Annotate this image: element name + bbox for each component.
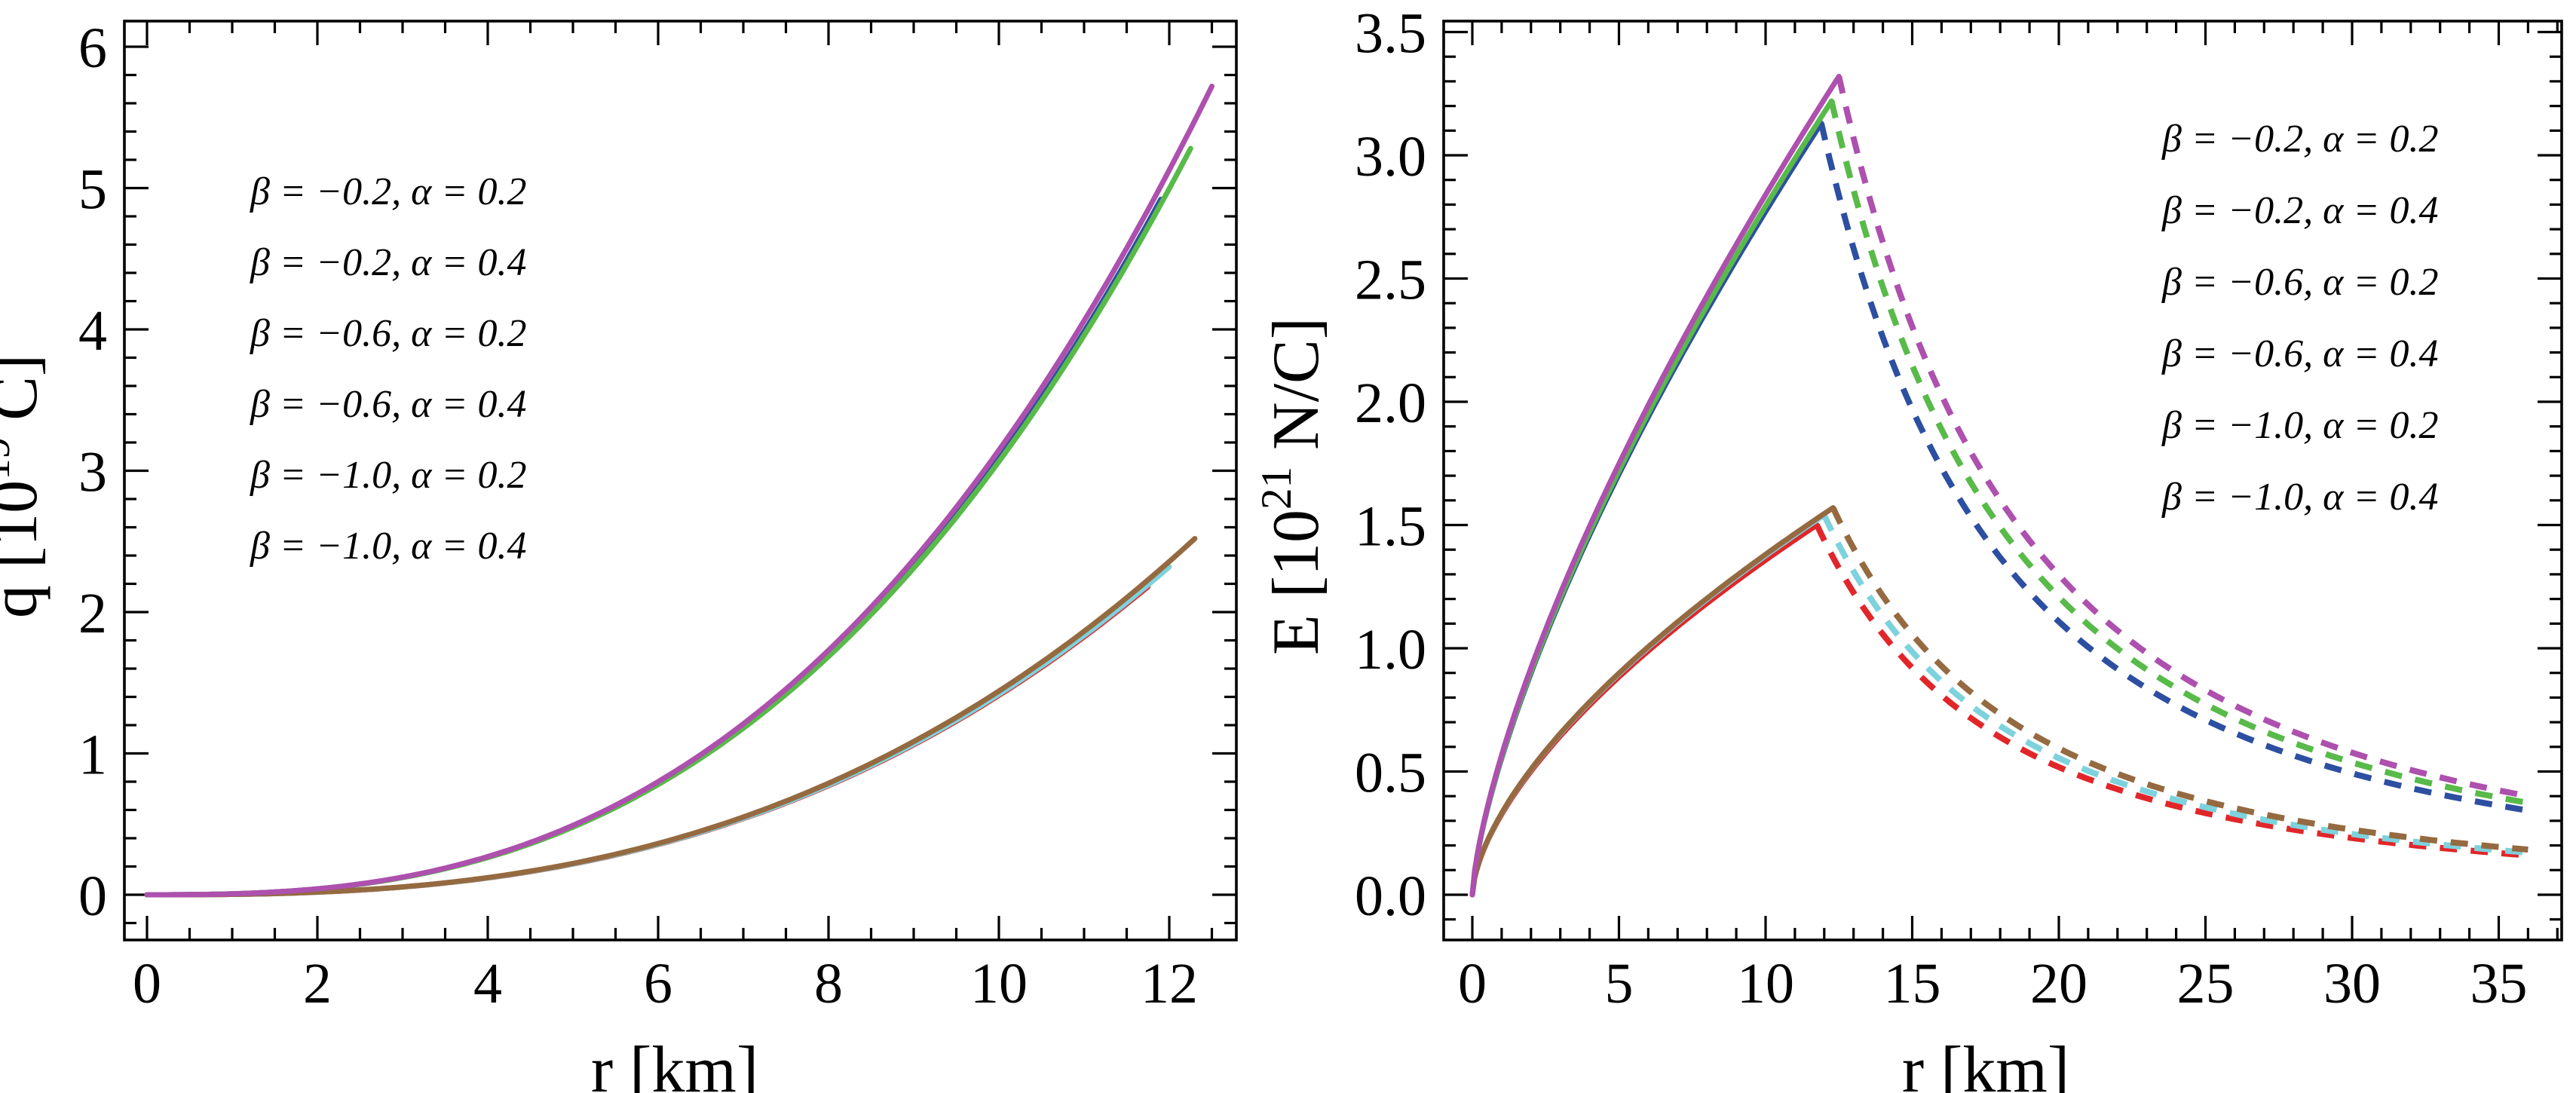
plot-frame — [1442, 20, 2563, 941]
legend-entry: β = −1.0, α = 0.4 — [250, 525, 526, 568]
x-axis-label: r [km] — [1902, 1033, 2069, 1093]
x-tick-label: 2 — [303, 952, 332, 1015]
y-tick-label: 2 — [78, 582, 107, 645]
curve-exterior-dashed-purple — [1836, 75, 2529, 800]
legend-entry: β = −0.6, α = 0.2 — [250, 312, 526, 355]
y-tick-label: 1 — [78, 724, 107, 787]
x-tick-label: 20 — [2030, 952, 2087, 1015]
y-tick-label: 5 — [78, 158, 107, 222]
y-tick-label: 3.0 — [1355, 125, 1426, 188]
curve-solid-purple — [144, 84, 1214, 898]
x-tick-label: 35 — [2470, 952, 2528, 1015]
legend-entry: β = −1.0, α = 0.4 — [2161, 476, 2438, 519]
axis-ticks — [124, 21, 1236, 940]
curve-exterior-dashed-cyan — [1821, 513, 2529, 856]
right-plot-efield-vs-radius: 0 5 10 15 20 25 30 35 0.0 0.5 1.0 1.5 2.0 2.5 3.0 3.5 r … — [1253, 2, 2563, 1093]
y-tick-label: 3 — [78, 441, 107, 504]
x-tick-label: 0 — [133, 952, 161, 1015]
curve-interior-solid-red — [1469, 522, 1820, 898]
x-tick-label: 10 — [1737, 952, 1794, 1015]
curve-exterior-dashed-brown — [1830, 506, 2529, 853]
legend-entry: β = −0.6, α = 0.2 — [2161, 261, 2438, 304]
legend-entry: β = −0.6, α = 0.4 — [2161, 332, 2438, 375]
curve-interior-solid-purple — [1469, 73, 1842, 898]
x-tick-label: 15 — [1884, 952, 1941, 1015]
x-tick-label: 25 — [2177, 952, 2234, 1015]
x-tick-label: 8 — [814, 952, 843, 1015]
curve-solid-brown — [144, 536, 1198, 898]
x-tick-label: 5 — [1605, 952, 1634, 1015]
axis-ticks — [1444, 21, 2562, 940]
legend-entry: β = −0.2, α = 0.4 — [250, 241, 526, 284]
y-tick-label: 0 — [78, 865, 107, 928]
x-tick-label: 30 — [2323, 952, 2381, 1015]
y-tick-label: 1.5 — [1355, 495, 1426, 559]
plot-frame — [123, 20, 1238, 941]
y-axis-label: E [1021 N/C] — [1253, 317, 1333, 655]
legend-entry: β = −0.2, α = 0.2 — [250, 170, 526, 213]
x-axis-label: r [km] — [591, 1033, 758, 1093]
y-tick-label: 0.5 — [1355, 742, 1426, 805]
y-tick-label: 2.5 — [1355, 249, 1426, 312]
y-tick-label: 2.0 — [1355, 372, 1426, 435]
x-tick-label: 4 — [473, 952, 502, 1015]
legend-entry: β = −0.2, α = 0.2 — [2161, 118, 2438, 161]
curve-interior-solid-cyan — [1469, 512, 1827, 898]
x-tick-label: 6 — [644, 952, 672, 1015]
legend-entry: β = −0.2, α = 0.4 — [2161, 189, 2438, 232]
x-tick-label: 10 — [970, 952, 1028, 1015]
curve-exterior-dashed-red — [1814, 523, 2529, 859]
y-tick-label: 1.0 — [1355, 618, 1426, 681]
y-axis-label: q [1019 C] — [0, 354, 51, 618]
curve-interior-solid-brown — [1469, 505, 1836, 898]
y-tick-label: 3.5 — [1355, 2, 1426, 66]
y-tick-label: 4 — [78, 299, 107, 363]
x-tick-label: 0 — [1458, 952, 1487, 1015]
y-tick-label: 6 — [78, 17, 107, 80]
legend-entry: β = −1.0, α = 0.2 — [250, 454, 526, 497]
y-tick-label: 0.0 — [1355, 865, 1426, 928]
legend-entry: β = −0.6, α = 0.4 — [250, 383, 526, 426]
legend-entry: β = −1.0, α = 0.2 — [2161, 404, 2438, 447]
x-tick-label: 12 — [1141, 952, 1198, 1015]
